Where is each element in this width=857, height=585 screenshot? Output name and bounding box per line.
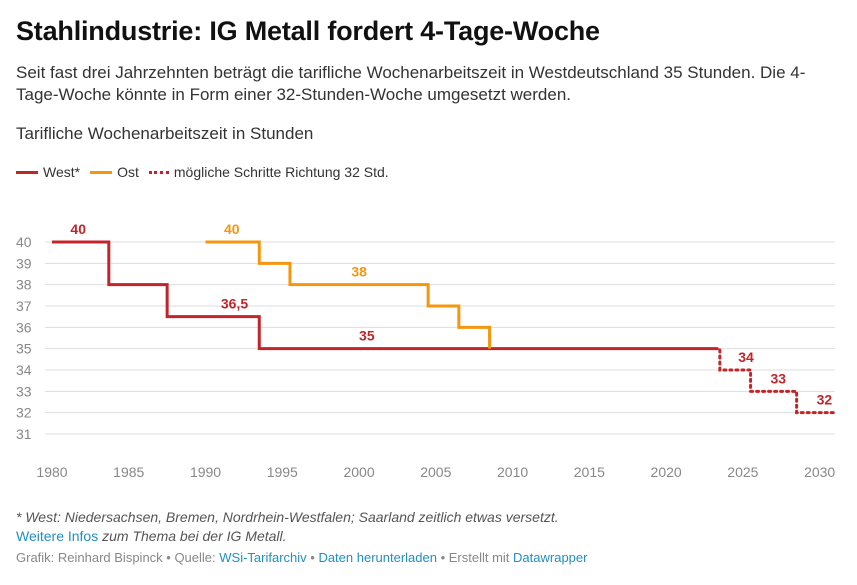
data-label-5: 34 [738, 349, 754, 365]
y-tick-label-37: 37 [16, 298, 32, 314]
chart-title: Stahlindustrie: IG Metall fordert 4-Tage… [16, 16, 600, 46]
legend-swatch-west [16, 170, 38, 174]
data-label-2: 35 [359, 328, 375, 344]
x-tick-label-2030: 2030 [804, 464, 835, 480]
chart-axis-description: Tarifliche Wochenarbeitszeit in Stunden [16, 124, 314, 143]
x-tick-label-1985: 1985 [113, 464, 144, 480]
x-tick-label-2010: 2010 [497, 464, 528, 480]
credits-sep-2: • Erstellt mit [436, 550, 514, 565]
credits-sep-1: • [306, 550, 319, 565]
data-label-3: 40 [224, 221, 240, 237]
y-tick-label-34: 34 [16, 362, 32, 378]
legend: West* Ost mögliche Schritte Richtung 32 … [16, 162, 399, 182]
credits: Grafik: Reinhard Bispinck • Quelle: WSi-… [16, 550, 587, 565]
legend-label-ost: Ost [117, 164, 139, 180]
download-data-link[interactable]: Daten herunterladen [318, 550, 437, 565]
x-tick-label-2015: 2015 [574, 464, 605, 480]
datawrapper-link[interactable]: Datawrapper [513, 550, 588, 565]
y-tick-label-32: 32 [16, 405, 32, 421]
x-tick-label-2025: 2025 [727, 464, 758, 480]
y-tick-label-38: 38 [16, 277, 32, 293]
more-info-link[interactable]: Weitere Infos [16, 528, 99, 544]
data-label-6: 33 [771, 370, 787, 386]
footnote: * West: Niedersachsen, Bremen, Nordrhein… [16, 509, 559, 525]
legend-item-ost: Ost [90, 164, 139, 180]
more-info-text: zum Thema bei der IG Metall. [98, 528, 287, 544]
y-tick-label-36: 36 [16, 319, 32, 335]
legend-swatch-possible [148, 170, 169, 174]
series-line-possible [713, 347, 837, 415]
y-tick-label-35: 35 [16, 341, 32, 357]
credits-grafik: Grafik: Reinhard Bispinck • Quelle: [16, 550, 220, 565]
x-tick-label-1990: 1990 [190, 464, 221, 480]
x-tick-label-2020: 2020 [651, 464, 682, 480]
data-label-7: 32 [817, 392, 833, 408]
x-tick-label-1980: 1980 [36, 464, 67, 480]
series-line-west [52, 240, 716, 351]
legend-item-possible: mögliche Schritte Richtung 32 Std. [148, 164, 389, 180]
legend-label-possible: mögliche Schritte Richtung 32 Std. [173, 164, 389, 180]
source-link[interactable]: WSi-Tarifarchiv [219, 550, 307, 565]
step-line-chart: 31 32 33 34 35 36 37 38 39 40 1980 1985 1990 1995 2000… [16, 221, 837, 480]
y-tick-label-33: 33 [16, 383, 32, 399]
data-label-4: 38 [351, 264, 367, 280]
x-tick-label-2000: 2000 [343, 464, 374, 480]
legend-swatch-ost [90, 170, 113, 174]
more-info: Weitere Infos zum Thema bei der IG Metal… [16, 528, 287, 544]
legend-label-west: West* [43, 164, 81, 180]
x-tick-label-2005: 2005 [420, 464, 451, 480]
data-label-1: 36,5 [221, 296, 248, 312]
y-tick-label-40: 40 [16, 234, 32, 250]
data-label-0: 40 [70, 221, 86, 237]
y-tick-label-31: 31 [16, 426, 32, 442]
y-tick-label-39: 39 [16, 255, 32, 271]
x-tick-label-1995: 1995 [267, 464, 298, 480]
series-line-ost [205, 240, 492, 349]
chart-subtitle: Seit fast drei Jahrzehnten beträgt die t… [16, 63, 806, 104]
legend-item-west: West* [16, 164, 80, 180]
